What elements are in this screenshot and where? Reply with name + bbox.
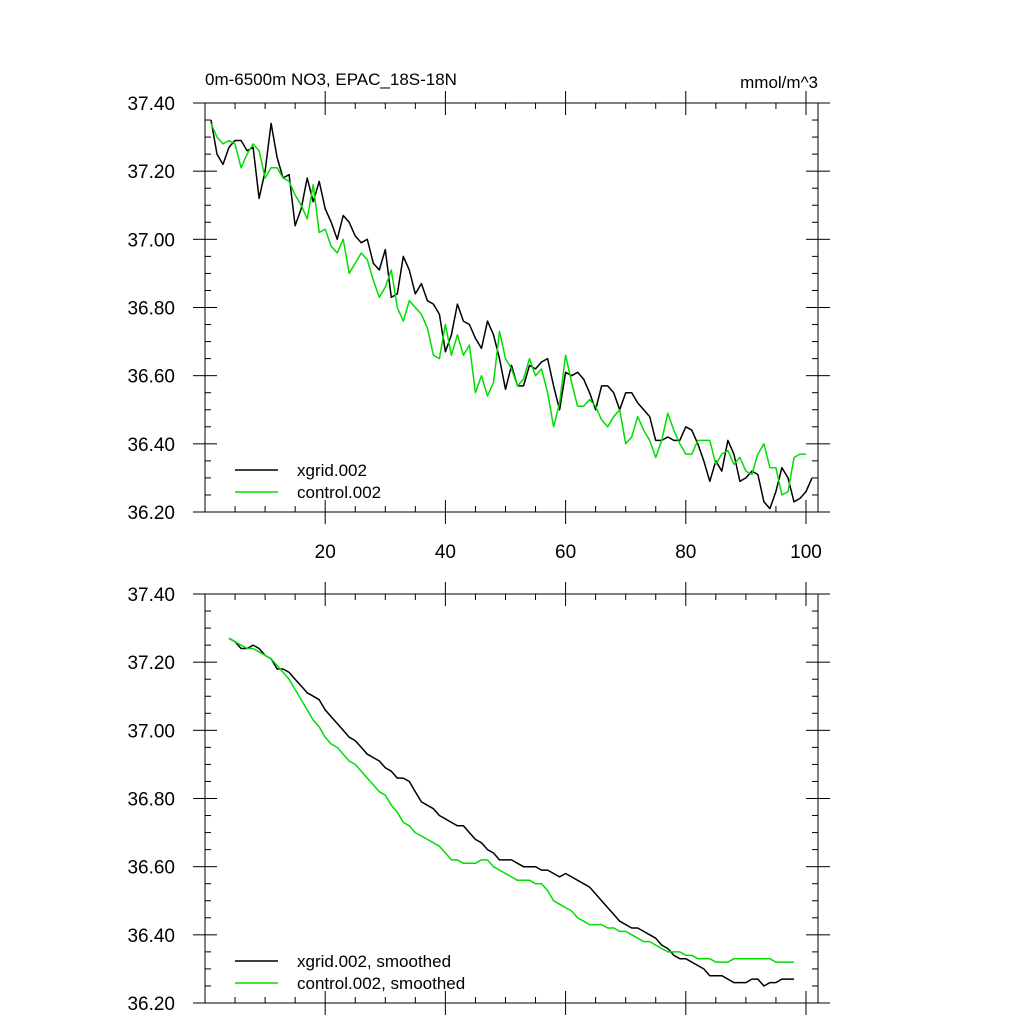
x-tick-label: 60 [555,542,576,563]
series-line-0 [228,637,794,987]
legend-label: xgrid.002 [297,461,367,480]
y-tick-label: 36.20 [127,994,175,1015]
bottom-panel: 37.40 37.20 37.00 36.80 36.60 36.40 36.20 xgrid… [127,582,830,1015]
y-tick-label: 37.40 [127,585,175,606]
y-tick-label: 37.40 [127,94,175,115]
y-tick-label: 37.20 [127,653,175,674]
y-tick-label: 36.60 [127,367,175,388]
y-tick-label: 37.20 [127,162,175,183]
series-line-1 [228,637,794,963]
legend-label: xgrid.002, smoothed [297,952,451,971]
series-line-1 [210,123,806,496]
y-tick-label: 36.40 [127,435,175,456]
y-tick-label: 36.20 [127,503,175,524]
x-tick-label: 80 [675,542,696,563]
y-tick-label: 36.60 [127,858,175,879]
legend-label: control.002 [297,483,381,502]
y-tick-label: 37.00 [127,721,175,742]
y-tick-label: 36.80 [127,299,175,320]
plot-frame [204,102,819,513]
y-tick-label: 36.40 [127,926,175,947]
legend-label: control.002, smoothed [297,974,465,993]
y-tick-label: 37.00 [127,230,175,251]
x-tick-label: 100 [790,542,822,563]
chart-title: 0m-6500m NO3, EPAC_18S-18N [205,70,457,89]
y-tick-label: 36.80 [127,790,175,811]
units-label: mmol/m^3 [740,73,818,92]
x-tick-label: 40 [435,542,456,563]
series-line-0 [210,119,813,510]
top-panel: 37.40 37.20 37.00 36.80 36.60 36.40 36.20 20 40 6… [127,70,830,563]
x-tick-label: 20 [315,542,336,563]
plot-frame [204,593,819,1004]
